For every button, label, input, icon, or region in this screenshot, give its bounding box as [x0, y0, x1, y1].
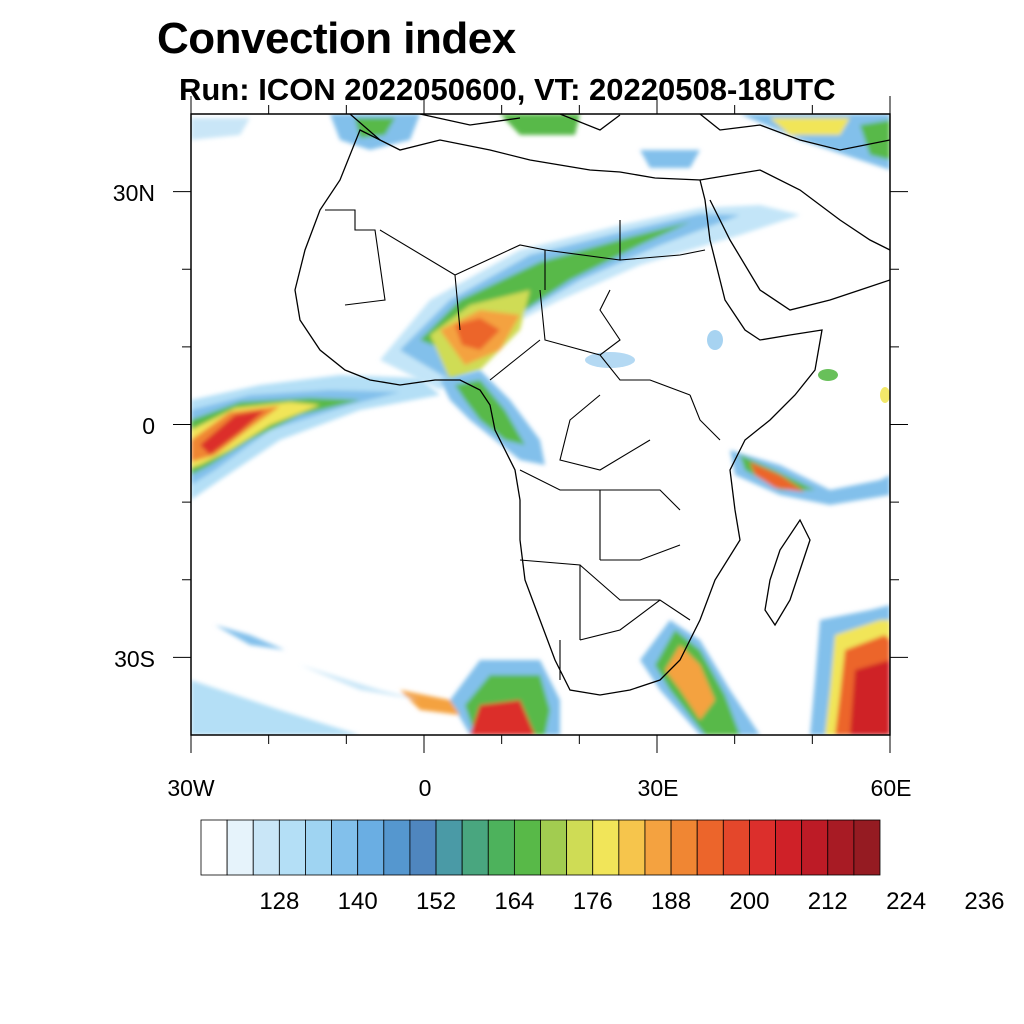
- colorbar-label: 236: [949, 888, 1019, 916]
- cell-arabian-sea: [880, 387, 890, 403]
- colorbar-label: 188: [636, 888, 706, 916]
- cell-somalia: [818, 369, 838, 381]
- colorbar-swatch: [723, 820, 749, 875]
- colorbar-swatch: [697, 820, 723, 875]
- colorbar: [201, 820, 880, 875]
- colorbar-swatch: [488, 820, 514, 875]
- band-south-atlantic: [191, 625, 560, 735]
- lon-label-0: 0: [385, 775, 465, 802]
- lon-label-30e: 30E: [618, 775, 698, 802]
- colorbar-label: 164: [479, 888, 549, 916]
- colorbar-swatch: [358, 820, 384, 875]
- colorbar-label: 140: [323, 888, 393, 916]
- cell-ethiopia: [707, 330, 723, 350]
- colorbar-swatch: [619, 820, 645, 875]
- lat-label-30s: 30S: [75, 646, 155, 673]
- colorbar-label: 152: [401, 888, 471, 916]
- colorbar-swatch: [541, 820, 567, 875]
- map-plot: [0, 0, 1024, 1024]
- convection-field: [191, 114, 890, 735]
- band-atlantic: [191, 375, 440, 500]
- colorbar-swatch: [567, 820, 593, 875]
- colorbar-label: 212: [793, 888, 863, 916]
- band-indian-ocean: [730, 450, 890, 505]
- colorbar-swatch: [828, 820, 854, 875]
- colorbar-label: 200: [714, 888, 784, 916]
- lat-label-eq: 0: [75, 413, 155, 440]
- colorbar-swatch: [201, 820, 227, 875]
- lon-label-60e: 60E: [851, 775, 931, 802]
- colorbar-swatch: [253, 820, 279, 875]
- colorbar-swatch: [279, 820, 305, 875]
- colorbar-swatch: [593, 820, 619, 875]
- colorbar-swatch: [227, 820, 253, 875]
- colorbar-label: 224: [871, 888, 941, 916]
- colorbar-swatch: [436, 820, 462, 875]
- colorbar-swatch: [749, 820, 775, 875]
- colorbar-swatch: [462, 820, 488, 875]
- colorbar-swatch: [776, 820, 802, 875]
- colorbar-label: 128: [244, 888, 314, 916]
- colorbar-swatch: [802, 820, 828, 875]
- cell-sudan: [585, 352, 635, 368]
- lon-label-30w: 30W: [151, 775, 231, 802]
- lat-label-30n: 30N: [75, 180, 155, 207]
- colorbar-swatch: [514, 820, 540, 875]
- colorbar-label: 176: [558, 888, 628, 916]
- madagascar-coastline: [765, 520, 810, 625]
- colorbar-swatch: [645, 820, 671, 875]
- arabia-coastline: [700, 170, 890, 310]
- colorbar-swatch: [384, 820, 410, 875]
- colorbar-swatch: [332, 820, 358, 875]
- band-south-east: [640, 605, 890, 735]
- colorbar-swatch: [410, 820, 436, 875]
- colorbar-swatch: [671, 820, 697, 875]
- colorbar-swatch: [305, 820, 331, 875]
- colorbar-swatch: [854, 820, 880, 875]
